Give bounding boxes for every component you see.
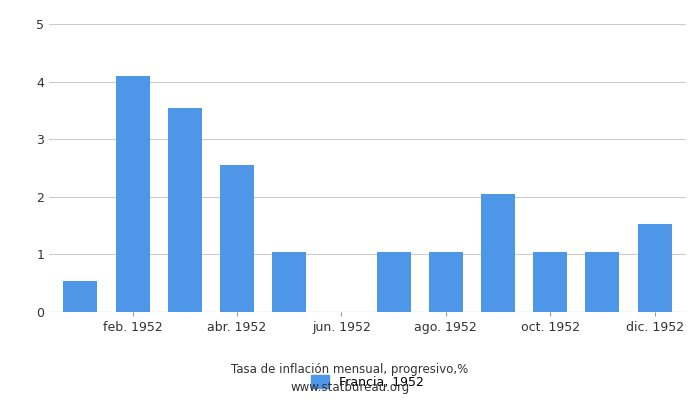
Bar xyxy=(168,108,202,312)
Bar xyxy=(585,252,620,312)
Bar xyxy=(533,252,567,312)
Legend: Francia, 1952: Francia, 1952 xyxy=(306,370,429,394)
Bar xyxy=(220,165,254,312)
Bar xyxy=(64,282,97,312)
Bar xyxy=(377,252,411,312)
Bar xyxy=(429,252,463,312)
Text: www.statbureau.org: www.statbureau.org xyxy=(290,381,410,394)
Text: Tasa de inflación mensual, progresivo,%: Tasa de inflación mensual, progresivo,% xyxy=(232,364,468,376)
Bar xyxy=(116,76,150,312)
Bar xyxy=(481,194,515,312)
Bar xyxy=(638,224,671,312)
Bar xyxy=(272,252,306,312)
